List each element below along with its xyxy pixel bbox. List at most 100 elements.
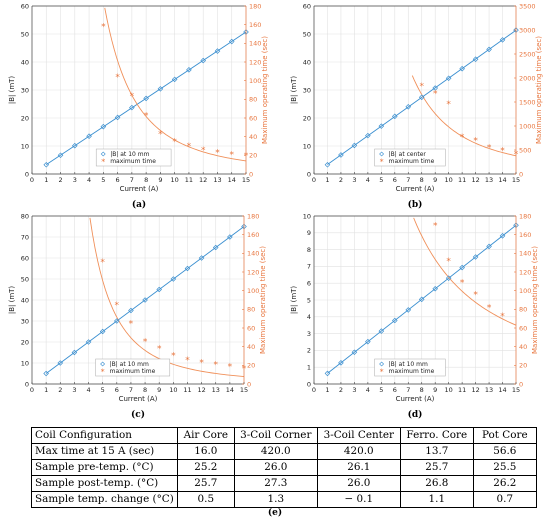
table-cell: 0.5 [176, 491, 235, 508]
data-point-b-field [486, 243, 492, 250]
data-point-b-field [99, 328, 106, 335]
y2-tick-label: 0 [249, 170, 253, 178]
legend-label: maximum time [389, 368, 435, 375]
y2-tick-label: 1500 [519, 98, 536, 106]
y-tick-label: 60 [21, 2, 29, 10]
data-point-b-field [378, 328, 385, 334]
panel-label: (d) [408, 409, 423, 420]
x-tick-label: 4 [86, 386, 90, 394]
x-tick-label: 14 [498, 176, 506, 184]
y-axis-label: |B| (mT) [8, 76, 16, 105]
y-tick-label: 10 [21, 142, 29, 150]
data-point-max-time: * [473, 291, 478, 301]
y2-tick-label: 120 [519, 268, 531, 276]
legend-box [374, 358, 446, 377]
data-point-b-field [418, 94, 425, 101]
x-tick-label: 0 [312, 386, 316, 394]
fit-line-b-field [327, 29, 517, 165]
x-tick-label: 15 [240, 386, 248, 394]
data-point-b-field [392, 113, 398, 120]
header-cell: 3-Coil Center [316, 427, 401, 444]
x-tick-label: 1 [325, 176, 329, 184]
header-cell: Air Core [176, 427, 235, 444]
data-point-b-field [418, 296, 425, 303]
x-tick-label: 9 [157, 386, 161, 394]
x-tick-label: 11 [458, 176, 466, 184]
x-tick-label: 14 [498, 386, 506, 394]
data-point-b-field [43, 161, 50, 168]
y-tick-label: 60 [21, 254, 29, 262]
data-point-b-field [351, 349, 358, 356]
y2-tick-label: 40 [249, 133, 257, 141]
y2-tick-label: 160 [247, 231, 259, 239]
legend-label: |B| at 10 mm [389, 361, 428, 368]
y2-axis-label: Maximum operating time (sec) [531, 246, 539, 354]
x-tick-label: 8 [420, 386, 424, 394]
data-point-b-field [198, 255, 205, 261]
y-tick-label: 30 [21, 86, 29, 94]
data-point-b-field [129, 104, 135, 111]
y2-tick-label: 3500 [519, 2, 536, 10]
data-point-max-time: * [460, 133, 465, 143]
table-cell: 0.7 [472, 491, 537, 508]
table-cell: 26.0 [233, 459, 318, 476]
x-tick-label: 3 [352, 386, 356, 394]
y2-tick-label: 80 [247, 306, 255, 314]
data-point-max-time: * [199, 359, 204, 369]
x-tick-label: 5 [379, 386, 383, 394]
y2-tick-label: 20 [247, 362, 255, 370]
data-point-b-field [432, 285, 438, 292]
table-row: Max time at 15 A (sec) 16.0 420.0 420.0 … [31, 443, 537, 460]
table-cell: 56.6 [472, 443, 537, 460]
x-tick-label: 10 [445, 176, 453, 184]
legend-marker-asterisk: * [101, 368, 105, 377]
x-tick-label: 13 [213, 176, 221, 184]
data-point-b-field [445, 275, 452, 281]
data-point-b-field [57, 152, 64, 159]
y2-tick-label: 500 [519, 146, 531, 154]
y2-tick-label: 140 [249, 40, 261, 48]
y-tick-label: 30 [303, 86, 311, 94]
legend-label: |B| at center [389, 151, 427, 158]
table-cell: 1.1 [399, 491, 474, 508]
data-point-b-field [184, 265, 191, 272]
x-tick-label: 9 [158, 176, 162, 184]
x-tick-label: 0 [312, 176, 316, 184]
y-tick-label: 70 [21, 233, 29, 241]
data-point-max-time: * [213, 361, 218, 371]
y-tick-label: 0 [25, 170, 29, 178]
y-tick-label: 40 [21, 58, 29, 66]
y-tick-label: 6 [307, 280, 311, 288]
x-tick-label: 0 [30, 386, 34, 394]
table-cell: 13.7 [399, 443, 474, 460]
data-point-b-field [100, 123, 107, 130]
legend-marker-diamond [100, 151, 106, 157]
x-tick-label: 12 [197, 386, 205, 394]
x-tick-label: 3 [72, 386, 76, 394]
y2-tick-label: 180 [519, 212, 531, 220]
data-point-b-field [72, 142, 78, 149]
x-tick-label: 1 [325, 386, 329, 394]
y2-tick-label: 120 [247, 268, 259, 276]
data-point-max-time: * [446, 100, 451, 110]
table-cell: 420.0 [233, 443, 318, 460]
y-tick-label: 10 [303, 142, 311, 150]
y-tick-label: 5 [307, 296, 311, 304]
data-point-b-field [405, 104, 412, 110]
table-cell: 1.3 [233, 491, 318, 508]
data-point-max-time: * [215, 149, 220, 159]
x-tick-label: 13 [485, 176, 493, 184]
legend-marker-asterisk: * [380, 158, 384, 167]
x-tick-label: 8 [143, 386, 147, 394]
fit-line-b-field [45, 226, 245, 374]
header-cell: Pot Core [472, 427, 537, 444]
x-tick-label: 12 [471, 386, 479, 394]
chart-panel-c: ***********01234567891011121314150102030… [8, 212, 267, 420]
panel-label: (b) [408, 199, 423, 210]
y2-tick-label: 120 [249, 58, 261, 66]
y2-tick-label: 40 [519, 343, 527, 351]
panel-label: (a) [132, 199, 146, 210]
x-tick-label: 7 [406, 386, 410, 394]
y-tick-label: 0 [307, 380, 311, 388]
data-point-b-field [499, 37, 506, 43]
